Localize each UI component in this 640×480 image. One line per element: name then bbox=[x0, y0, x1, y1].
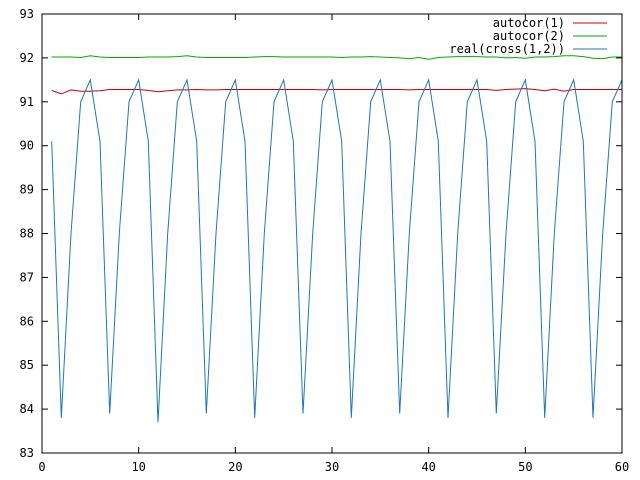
legend-label: real(cross(1,2)) bbox=[449, 42, 565, 56]
y-tick-label: 93 bbox=[20, 7, 34, 21]
y-tick-label: 92 bbox=[20, 51, 34, 65]
y-tick-label: 89 bbox=[20, 183, 34, 197]
x-tick-label: 10 bbox=[131, 460, 145, 474]
y-tick-label: 83 bbox=[20, 446, 34, 460]
legend: autocor(1)autocor(2)real(cross(1,2)) bbox=[449, 16, 607, 56]
y-tick-label: 88 bbox=[20, 227, 34, 241]
series-line-3 bbox=[51, 78, 623, 423]
series-line-2 bbox=[51, 55, 622, 60]
y-tick-label: 86 bbox=[20, 314, 34, 328]
x-tick-label: 20 bbox=[228, 460, 242, 474]
legend-label: autocor(2) bbox=[493, 29, 565, 43]
x-tick-label: 50 bbox=[518, 460, 532, 474]
y-tick-label: 87 bbox=[20, 270, 34, 284]
y-tick-label: 85 bbox=[20, 358, 34, 372]
x-tick-label: 40 bbox=[421, 460, 435, 474]
x-tick-label: 0 bbox=[38, 460, 45, 474]
y-tick-labels: 83 84 85 86 87 88 89 90 91 92 93 bbox=[20, 7, 34, 460]
y-tick-label: 90 bbox=[20, 139, 34, 153]
x-tick-label: 60 bbox=[615, 460, 629, 474]
y-tick-label: 84 bbox=[20, 402, 34, 416]
x-tick-label: 30 bbox=[325, 460, 339, 474]
x-tick-labels: 0 10 20 30 40 50 60 bbox=[38, 460, 629, 474]
legend-label: autocor(1) bbox=[493, 16, 565, 30]
plot-frame bbox=[41, 13, 623, 454]
data-series bbox=[51, 55, 623, 423]
y-tick-label: 91 bbox=[20, 95, 34, 109]
